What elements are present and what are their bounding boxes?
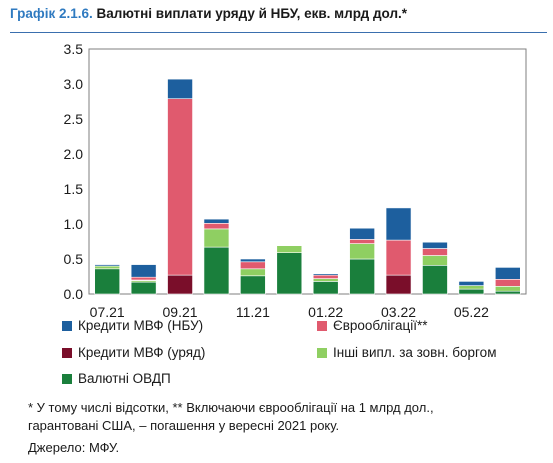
footnote-line-2: гарантовані США, – погашення у вересні 2… xyxy=(28,418,340,433)
bar-segment xyxy=(276,252,303,295)
legend-swatch-eurobonds xyxy=(317,320,327,331)
bar-segment xyxy=(385,207,412,241)
bar-segment xyxy=(312,274,339,279)
title-divider xyxy=(10,32,547,33)
y-tick-label: 0.0 xyxy=(64,286,84,302)
bar-segment xyxy=(385,274,412,295)
stacked-bar-chart: 0.0 0.5 1.0 1.5 2.0 2.5 3.0 3.5 07.21 09.21 11.21 0… xyxy=(64,41,527,320)
figure-title: Графік 2.1.6. Валютні виплати уряду й НБ… xyxy=(10,6,550,21)
bar-segment xyxy=(385,239,412,276)
bar-segment xyxy=(203,246,230,295)
x-tick-label: 07.21 xyxy=(90,304,125,320)
bar-segment xyxy=(94,268,121,295)
y-tick-label: 3.5 xyxy=(64,41,84,57)
legend-item-other-external-debt: Інші випл. за зовн. боргом xyxy=(317,345,496,360)
plot-area-frame xyxy=(88,48,527,295)
bar-segment xyxy=(312,273,339,276)
bar-segment xyxy=(240,261,266,270)
bar-segment xyxy=(349,243,375,260)
figure-title-text: Валютні виплати уряду й НБУ, екв. млрд д… xyxy=(96,6,408,21)
legend-item-imf-nbu: Кредити МВФ (НБУ) xyxy=(62,318,203,333)
bar-segment xyxy=(349,227,375,240)
bar-segment xyxy=(458,285,485,290)
bar-segment xyxy=(276,245,303,253)
x-tick-label: 03.22 xyxy=(381,304,416,320)
bar-segment xyxy=(203,228,230,248)
y-tick-label: 1.0 xyxy=(64,216,84,232)
legend-item-imf-government: Кредити МВФ (уряд) xyxy=(62,345,205,360)
figure-number: Графік 2.1.6. xyxy=(10,6,93,21)
bar-segment xyxy=(312,281,339,295)
bar-segment xyxy=(494,267,521,280)
footnote-line-1: * У тому числі відсотки, ** Включаючи єв… xyxy=(28,400,434,415)
bar-segment xyxy=(458,288,485,295)
source-note: Джерело: МФУ. xyxy=(28,440,120,455)
bar-segment xyxy=(349,258,375,295)
legend-label-imf-government: Кредити МВФ (уряд) xyxy=(78,345,206,360)
bar-segment xyxy=(422,264,448,295)
legend-swatch-imf-government xyxy=(62,347,72,358)
bar-segment xyxy=(203,223,230,230)
x-tick-label: 09.21 xyxy=(163,304,198,320)
legend-label-eurobonds: Єврооблігації** xyxy=(333,318,428,333)
y-tick-label: 2.5 xyxy=(64,111,84,127)
y-tick-label: 0.5 xyxy=(64,251,84,267)
bar-segment xyxy=(167,98,193,276)
bar-segment xyxy=(130,264,157,278)
bar-segment xyxy=(349,239,375,244)
bar-segment xyxy=(458,281,485,286)
y-tick-label: 2.0 xyxy=(64,146,84,162)
bar-segment xyxy=(494,285,521,292)
bar-segment xyxy=(422,248,448,256)
y-tick-label: 3.0 xyxy=(64,76,84,92)
bar-segment xyxy=(422,255,448,266)
bar-segment xyxy=(494,290,521,295)
legend-swatch-imf-nbu xyxy=(62,320,72,331)
legend-swatch-fx-bonds xyxy=(62,373,72,384)
legend-item-fx-bonds: Валютні ОВДП xyxy=(62,371,171,386)
y-tick-label: 1.5 xyxy=(64,181,84,197)
bar-segment xyxy=(203,218,230,224)
bar-segment xyxy=(240,258,266,263)
x-tick-label: 05.22 xyxy=(454,304,489,320)
legend-item-eurobonds: Єврооблігації** xyxy=(317,318,428,333)
bar-segment xyxy=(130,276,157,281)
bar-segment xyxy=(94,265,121,270)
footnote: * У тому числі відсотки, ** Включаючи єв… xyxy=(28,399,540,435)
legend-label-other-external-debt: Інші випл. за зовн. боргом xyxy=(333,345,497,360)
legend-swatch-other-external-debt xyxy=(317,347,327,358)
bar-segment xyxy=(312,278,339,282)
bar-segment xyxy=(422,241,448,249)
bar-segment xyxy=(167,274,193,295)
bar-segment xyxy=(494,278,521,287)
x-tick-label: 11.21 xyxy=(236,304,270,320)
bar-segment xyxy=(130,281,157,295)
bar-segment xyxy=(240,275,266,295)
bar-segment xyxy=(167,78,193,99)
legend-label-imf-nbu: Кредити МВФ (НБУ) xyxy=(78,318,204,333)
bar-segment xyxy=(94,264,121,267)
legend-label-fx-bonds: Валютні ОВДП xyxy=(78,371,171,386)
x-tick-label: 01.22 xyxy=(308,304,343,320)
bar-segment xyxy=(240,268,266,277)
